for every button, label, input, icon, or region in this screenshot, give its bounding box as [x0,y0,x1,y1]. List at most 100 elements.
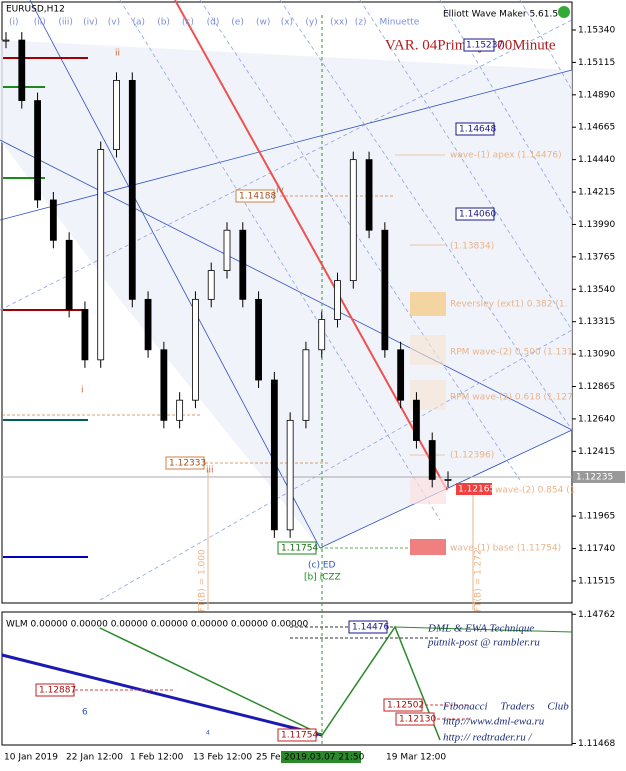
tag-box [165,456,205,470]
channel-line [0,139,573,431]
annotation: (1.12396) [450,451,494,461]
wlm-line [1,653,323,737]
channel [0,40,572,548]
wlm-line [394,626,573,633]
price-tag: 1.12887 [39,686,76,696]
annotation: wave-(1) apex (1.14476) [450,151,562,161]
wave-label: ii [115,49,120,59]
candle [49,199,57,241]
credit: http:// redtrader.ru / [443,732,532,744]
candle [349,159,357,282]
candle [428,440,436,480]
candle [65,239,73,310]
wave-label: i [81,386,84,396]
candle [160,349,168,421]
current-price: 1.12235 [576,473,613,483]
candle [444,479,452,481]
price-tag: 1.11754 [281,544,318,554]
price-tag: 1.12333 [169,459,206,469]
wave-button[interactable]: (xx) [330,18,348,28]
x-tick-label: 19 Mar 12:00 [386,753,446,763]
zone [410,478,446,504]
y-tick-label: 1.14762 [578,610,615,620]
wave-button[interactable]: (z) [355,18,367,28]
wave-button[interactable]: (a) [133,18,146,28]
price-tag: 1.14476 [352,623,389,633]
candle [34,100,41,201]
sub-mark: 4 [206,730,210,737]
y-tick-label: 1.13090 [578,350,615,360]
trend-line [174,0,448,491]
candles [2,32,452,538]
tag-box [456,483,492,495]
price-tag: 1.14648 [459,125,496,135]
wave-button[interactable]: (iii) [58,18,73,28]
x-tick-label: 13 Feb 12:00 [193,753,252,763]
wave-button[interactable]: (b) [157,18,170,28]
wave-label: iv [276,186,285,196]
price-tag: 1.12165 [458,485,495,495]
y-tick-label: 1.14215 [578,188,615,198]
wave-button[interactable]: (iv) [83,18,98,28]
y-tick-label: 1.12865 [578,382,615,392]
candle [176,399,184,421]
price-tag: 1.12130 [399,715,436,725]
y-tick-label: 1.11740 [578,544,615,554]
wave-button[interactable]: Minuette [380,18,420,28]
tag-box [383,698,423,712]
tag-box [235,189,275,203]
wave-button[interactable]: (v) [108,18,120,28]
candle [270,379,278,531]
wave-button[interactable]: (w) [256,18,270,28]
y-tick-label: 1.12415 [578,447,615,457]
wave-label: iii [206,466,214,476]
candle [318,319,326,351]
candle [223,229,231,271]
annotation: FT(B) = 1.272 [474,549,484,612]
channel-line [0,69,573,221]
y-tick-label: 1.11468 [578,739,615,749]
zone [410,292,446,316]
candle [144,298,152,351]
price-tag: 1.12502 [387,701,424,711]
annotation: Reversley (ext1) 0.382 (1. [450,300,567,310]
zone [410,335,446,365]
candle [255,298,262,381]
tag-box [35,683,75,697]
annotation: wave-(1) base (1.11754) [450,544,561,554]
credit: http://www.dml-ewa.ru [443,716,545,728]
wave-button[interactable]: (d) [207,18,220,28]
current-box [573,471,625,483]
y-tick-label: 1.14665 [578,123,615,133]
y-tick-label: 1.14440 [578,155,615,165]
candle [381,229,389,351]
annotation: RPM wave-(2) 0.618 (1.127 [450,393,573,403]
wave-button[interactable]: (ii) [34,18,46,28]
candle [192,298,199,401]
x-tick-label: 10 Jan 2019 [4,753,58,763]
candle [397,349,405,401]
price-tag: 1.14060 [459,210,496,220]
wave-button[interactable]: (i) [9,18,19,28]
candle [413,399,420,441]
tag-box [463,38,495,52]
wave-button[interactable]: (y) [305,18,317,28]
left-levels [3,57,88,558]
candle [302,349,310,421]
tag-box [455,122,495,136]
y-tick-label: 1.15115 [578,58,615,68]
annotation: wave-(2) 0.854 (1 [495,486,575,496]
wave-button[interactable]: (e) [231,18,244,28]
x-tick-label: 22 Jan 12:00 [66,753,123,763]
price-tag: 1.14188 [239,192,276,202]
price-tag: 1.11754 [281,731,318,741]
wave-button[interactable]: (x) [281,18,293,28]
wave-label: (c) ED [308,561,336,571]
indicator-name: Elliott Wave Maker 5.61.5 [443,10,558,20]
wave-button[interactable]: (c) [182,18,194,28]
annotation: RPM wave-(2) 0.500 (1.131 [450,348,573,358]
x-tick-label: 2019.03.07 21:50 [284,753,365,763]
x-tick-label: 1 Feb 12:00 [130,753,184,763]
candle [239,229,247,300]
